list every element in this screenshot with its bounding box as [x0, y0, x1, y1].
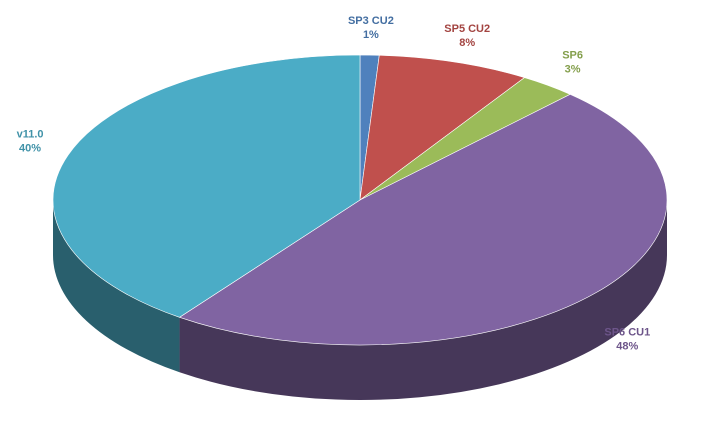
- slice: [359, 54, 526, 201]
- data-label-value: 48%: [616, 340, 638, 352]
- data-label-name: v11.0: [17, 128, 44, 140]
- slice: [52, 54, 361, 318]
- data-label-name: SP6: [562, 49, 583, 61]
- slice: [178, 93, 668, 346]
- data-label-value: 8%: [459, 37, 475, 49]
- slice-side: [52, 200, 180, 373]
- data-label-value: 40%: [19, 142, 41, 154]
- data-label-value: 1%: [363, 29, 379, 41]
- data-label-name: SP6 CU1: [604, 326, 650, 338]
- data-label-name: SP3 CU2: [348, 15, 394, 27]
- data-label-value: 3%: [565, 63, 581, 75]
- data-label-name: SP5 CU2: [444, 23, 490, 35]
- slice-side: [179, 200, 667, 401]
